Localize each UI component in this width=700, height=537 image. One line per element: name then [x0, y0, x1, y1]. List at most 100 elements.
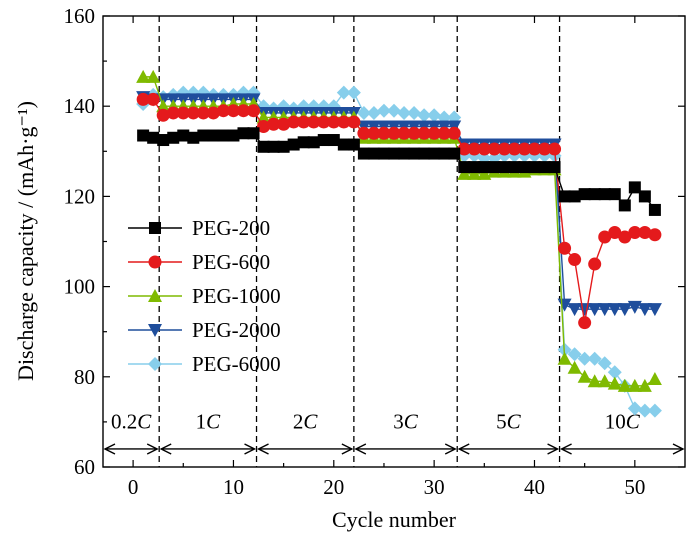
- data-point-peg-2000: [647, 303, 662, 317]
- x-tick-label: 0: [128, 475, 139, 499]
- data-point-peg-600: [407, 126, 421, 140]
- rate-arrow-head-left: [159, 443, 172, 455]
- x-tick-label: 50: [624, 475, 645, 499]
- data-point-peg-200: [177, 129, 190, 142]
- data-point-peg-200: [377, 147, 390, 160]
- data-point-peg-6000: [397, 105, 412, 120]
- data-point-peg-200: [307, 136, 320, 149]
- data-point-peg-600: [457, 142, 471, 156]
- data-point-peg-600: [397, 126, 411, 140]
- data-point-peg-200: [237, 127, 250, 140]
- y-tick-label: 120: [64, 184, 96, 208]
- data-point-peg-1000: [627, 378, 642, 392]
- data-point-peg-600: [257, 119, 271, 133]
- rate-label: 1C: [196, 410, 222, 434]
- data-point-peg-600: [236, 104, 250, 118]
- data-point-peg-6000: [356, 105, 371, 120]
- data-point-peg-600: [437, 126, 451, 140]
- data-point-peg-600: [367, 126, 381, 140]
- data-point-peg-600: [387, 126, 401, 140]
- data-point-peg-200: [448, 147, 461, 160]
- data-point-peg-2000: [597, 303, 612, 317]
- y-tick-label: 160: [64, 4, 96, 28]
- data-point-peg-200: [367, 147, 380, 160]
- data-point-peg-600: [186, 106, 200, 120]
- data-point-peg-200: [508, 161, 521, 174]
- y-axis-title: Discharge capacity / (mAh·g⁻¹): [13, 101, 38, 381]
- data-point-peg-6000: [427, 108, 442, 123]
- data-point-peg-2000: [577, 303, 592, 317]
- series-line-peg-2000: [142, 96, 655, 310]
- data-point-peg-600: [648, 228, 662, 242]
- data-point-peg-600: [196, 106, 210, 120]
- data-point-peg-200: [408, 147, 421, 160]
- legend-label: PEG-2000: [192, 318, 281, 342]
- rate-label: 5C: [496, 410, 521, 434]
- data-point-peg-600: [558, 241, 572, 255]
- data-point-peg-600: [618, 230, 632, 244]
- data-point-peg-200: [568, 190, 581, 203]
- legend-marker: [148, 324, 162, 337]
- rate-label: 0.2C: [111, 410, 152, 434]
- data-point-peg-600: [216, 104, 230, 118]
- rate-label: 3C: [393, 410, 419, 434]
- data-point-peg-600: [517, 142, 531, 156]
- data-point-peg-1000: [136, 69, 151, 83]
- data-point-peg-600: [497, 142, 511, 156]
- rate-arrow-head-right: [444, 443, 457, 455]
- data-point-peg-1000: [587, 374, 602, 388]
- rate-label: 2C: [293, 410, 319, 434]
- data-point-peg-6000: [417, 108, 432, 123]
- data-point-peg-200: [398, 147, 411, 160]
- data-point-peg-600: [267, 117, 281, 131]
- data-point-peg-2000: [637, 303, 652, 317]
- plot-frame: [102, 15, 686, 468]
- data-point-peg-200: [287, 138, 300, 151]
- rate-regions: 0.2C 1C 2C 3C 5C 10C: [103, 16, 685, 467]
- data-point-peg-200: [468, 161, 481, 174]
- data-point-peg-600: [507, 142, 521, 156]
- data-point-peg-200: [157, 134, 170, 147]
- data-point-peg-600: [628, 225, 642, 239]
- data-point-peg-1000: [557, 351, 572, 365]
- legend-marker: [148, 289, 162, 302]
- data-point-peg-600: [588, 257, 602, 271]
- legend-label: PEG-600: [192, 250, 270, 274]
- x-tick-label: 40: [524, 475, 545, 499]
- data-point-peg-1000: [457, 166, 472, 180]
- y-tick-label: 60: [74, 455, 95, 479]
- data-point-peg-6000: [567, 347, 582, 362]
- data-point-peg-600: [638, 225, 652, 239]
- data-point-peg-600: [447, 126, 461, 140]
- data-point-peg-200: [588, 188, 601, 201]
- data-point-peg-6000: [647, 403, 662, 418]
- data-point-peg-200: [137, 129, 150, 142]
- data-point-peg-600: [357, 126, 371, 140]
- series-group: [136, 69, 662, 418]
- rate-arrow-head-left: [457, 443, 470, 455]
- data-point-peg-200: [197, 129, 210, 142]
- data-point-peg-600: [247, 104, 261, 118]
- data-point-peg-6000: [587, 351, 602, 366]
- data-point-peg-600: [347, 115, 361, 129]
- data-point-peg-2000: [627, 300, 642, 314]
- data-point-peg-200: [618, 199, 631, 212]
- data-point-peg-600: [327, 115, 341, 129]
- data-point-peg-200: [207, 129, 220, 142]
- data-point-peg-600: [377, 126, 391, 140]
- data-point-peg-600: [548, 142, 562, 156]
- data-point-peg-2000: [607, 303, 622, 317]
- data-point-peg-1000: [567, 360, 582, 374]
- data-point-peg-600: [578, 316, 592, 330]
- data-point-peg-200: [337, 138, 350, 151]
- data-point-peg-200: [518, 161, 531, 174]
- data-point-peg-600: [538, 142, 552, 156]
- data-point-peg-200: [458, 161, 471, 174]
- data-point-peg-600: [527, 142, 541, 156]
- data-point-peg-600: [477, 142, 491, 156]
- rate-arrow-head-right: [244, 443, 257, 455]
- data-point-peg-200: [438, 147, 451, 160]
- data-point-peg-200: [538, 161, 551, 174]
